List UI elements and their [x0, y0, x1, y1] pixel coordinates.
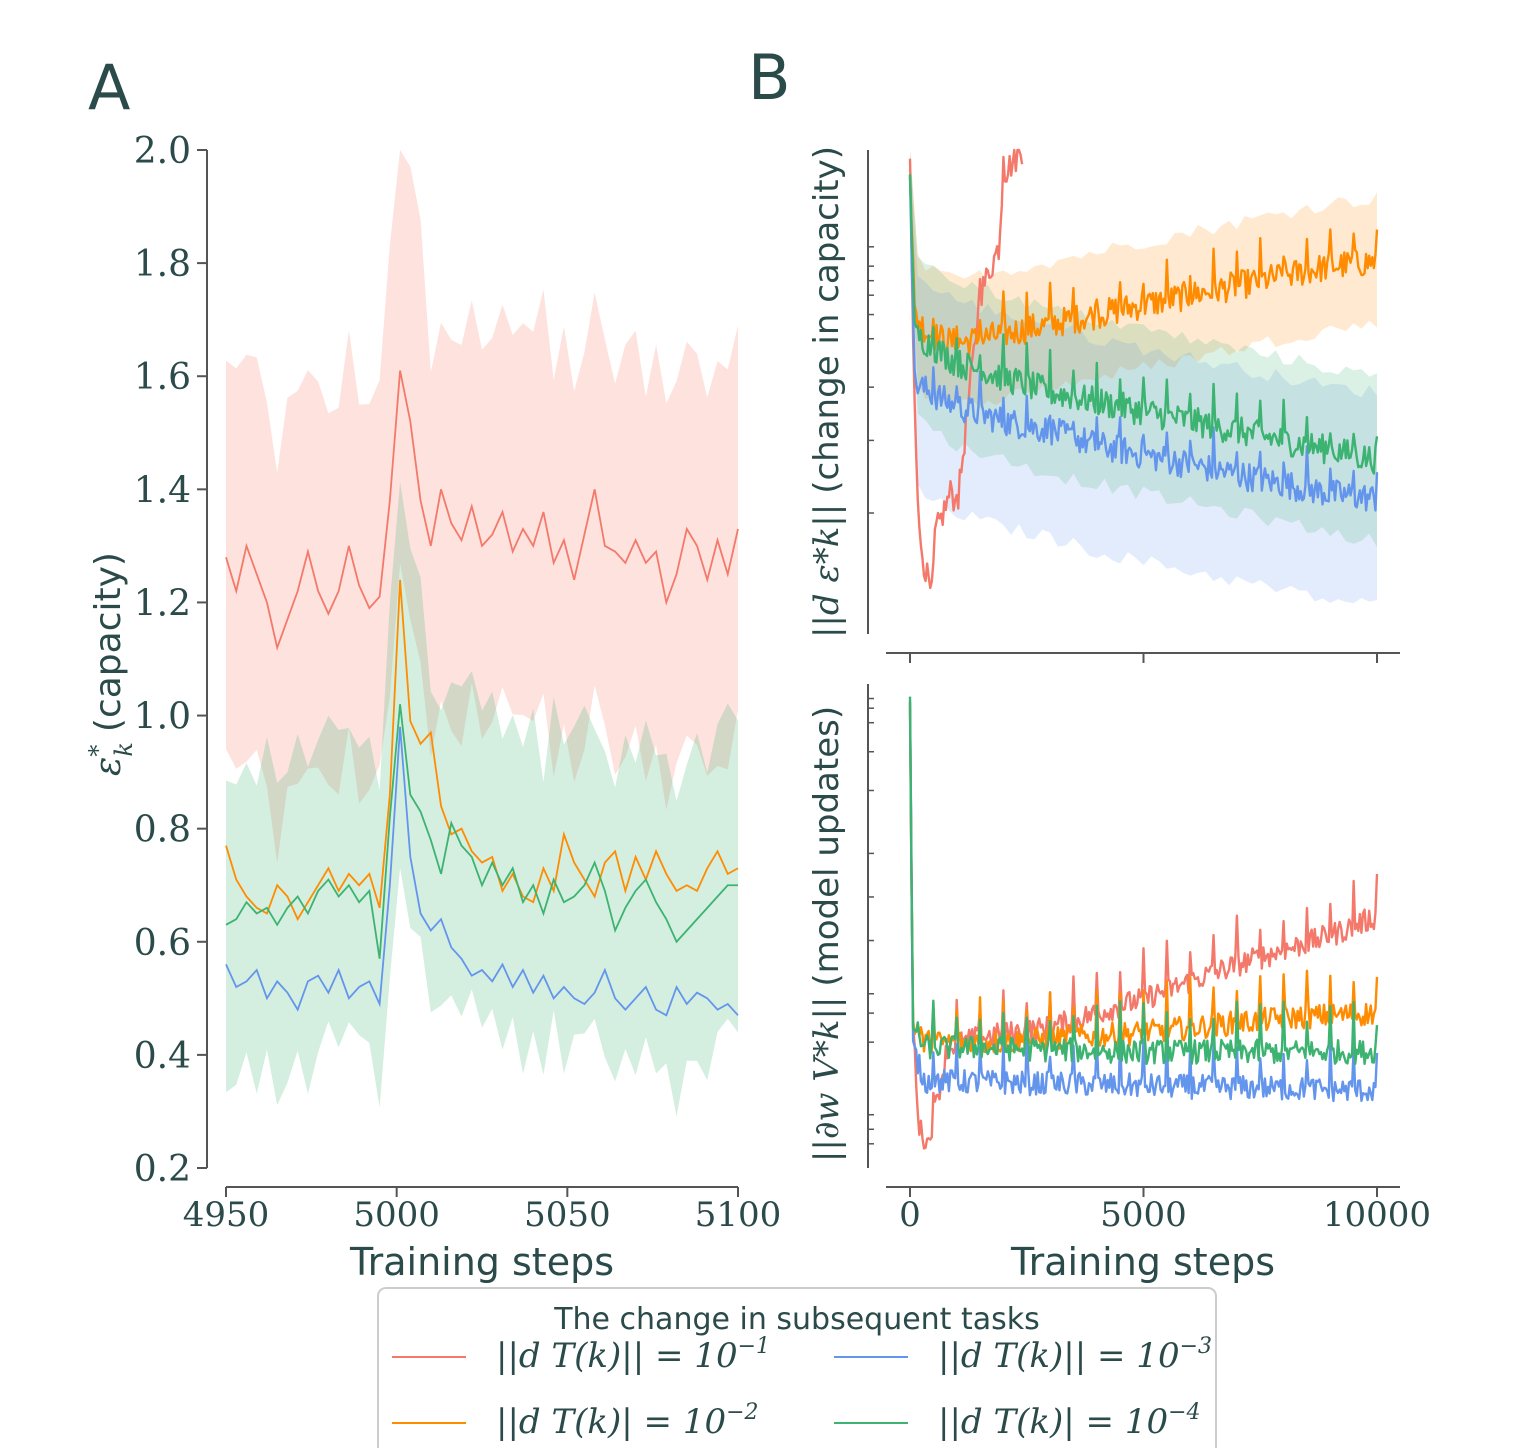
panel-b-x-tick-label: 10000 [1323, 1195, 1431, 1235]
panel-b-bottom-chart: 0 5000 10000 Training steps ||∂w V*k|| (mod… [807, 684, 1431, 1284]
panel-b-x-label: Training steps [1010, 1240, 1275, 1284]
y-label-star: * [84, 745, 112, 757]
panel-a-x-tick-label: 5050 [524, 1195, 611, 1235]
panel-label-a: A [88, 51, 130, 124]
panel-a-lines [225, 370, 739, 1017]
legend: The change in subsequent tasks ||d T(k)|… [377, 1287, 1217, 1448]
legend-label-exponent: −3 [1180, 1334, 1212, 1359]
legend-label-base: ||d T(k)|| = 10 [496, 1336, 738, 1376]
legend-label-orange: ||d T(k)| = 10−2 [496, 1400, 759, 1442]
b-top-y-text: (change in capacity) [807, 146, 847, 494]
panel-label-b: B [748, 41, 791, 114]
legend-frame [377, 1287, 1217, 1448]
panel-a-y-tick-label: 0.6 [134, 923, 191, 964]
panel-a-y-tick-label: 0.8 [134, 810, 191, 851]
legend-label-exponent: −2 [726, 1400, 758, 1425]
panel-a-bands [226, 150, 738, 1117]
panel-b-line-blue [908, 176, 1379, 512]
panel-a-band-green [226, 482, 738, 1117]
legend-label-exponent: −4 [1168, 1400, 1200, 1425]
panel-a-line-red [225, 370, 739, 651]
panel-b-line-orange [908, 709, 1379, 1056]
panel-a-y-tick-label: 1.0 [134, 697, 191, 738]
b-bot-y-math: ||∂w V*k|| [807, 997, 847, 1162]
legend-label-exponent: −1 [738, 1334, 770, 1359]
panel-a-line-blue [225, 726, 739, 1017]
panel-b-bottom-lines [908, 696, 1379, 1150]
y-label-epsilon: ε [88, 757, 129, 776]
panel-a-x-ticks: 4950 5000 5050 5100 [183, 1187, 782, 1235]
panel-a-y-tick-label: 1.6 [134, 357, 191, 398]
panel-a-x-tick-label: 5000 [353, 1195, 440, 1235]
legend-entries: ||d T(k)|| = 10−1 ||d T(k)|| = 10−3||d T(… [392, 1334, 1212, 1442]
panel-a-y-tick-label: 0.4 [134, 1036, 191, 1077]
b-bot-y-text: (model updates) [807, 706, 847, 987]
panel-a-y-ticks: 0.2 0.4 0.6 0.8 1.0 1.2 1.4 1.6 1.8 2.0 [134, 131, 207, 1190]
panel-b-bottom-x-ticks: 0 5000 10000 [899, 1195, 1431, 1235]
panel-b-top-y-label: ||d ε*k|| (change in capacity) [807, 146, 847, 638]
legend-title: The change in subsequent tasks [553, 1302, 1040, 1337]
panel-a-line-orange [225, 579, 739, 922]
panel-b-x-tick-label: 5000 [1100, 1195, 1187, 1235]
legend-label-blue: ||d T(k)|| = 10−3 [938, 1334, 1212, 1376]
svg-text:||d ε*k||(change in capacity): ||d ε*k|| (change in capacity) [807, 146, 847, 638]
legend-label-base: ||d T(k)|| = 10 [938, 1336, 1180, 1376]
panel-a-y-tick-label: 1.4 [134, 470, 191, 511]
panel-a-chart: 0.2 0.4 0.6 0.8 1.0 1.2 1.4 1.6 1.8 2.0 4950 5000 5… [84, 131, 781, 1284]
panel-b-bottom-ticks [868, 697, 1378, 1197]
panel-b-top-ticks [868, 246, 1378, 663]
svg-text:||∂w V*k||(model updates): ||∂w V*k|| (model updates) [807, 706, 847, 1162]
legend-label-green: ||d T(k)| = 10−4 [938, 1400, 1201, 1442]
y-label-k: k [110, 742, 138, 757]
panel-a-y-label: ε*k (capacity) [84, 552, 138, 776]
panel-a-x-tick-label: 5100 [695, 1195, 782, 1235]
panel-a-y-tick-label: 1.2 [134, 583, 191, 624]
panel-a-y-tick-label: 1.8 [134, 244, 191, 285]
panel-b-bottom-y-label: ||∂w V*k|| (model updates) [807, 706, 847, 1162]
panel-b-band-green [910, 150, 1377, 548]
panel-a-x-tick-label: 4950 [183, 1195, 270, 1235]
panel-a-y-tick-label: 0.2 [134, 1149, 191, 1190]
panel-a-y-tick-label: 2.0 [134, 131, 191, 172]
panel-a-band-red [226, 150, 738, 863]
panel-b-top-lines [908, 148, 1379, 590]
panel-b-line-orange [908, 175, 1379, 356]
panel-b-top-chart: ||d ε*k|| (change in capacity) [807, 146, 1400, 663]
b-top-y-math: ||d ε*k|| [807, 504, 847, 638]
panel-b-line-blue [908, 701, 1379, 1103]
legend-label-base: ||d T(k)| = 10 [938, 1402, 1168, 1442]
panel-b-x-tick-label: 0 [899, 1195, 921, 1235]
panel-a-x-label: Training steps [349, 1240, 614, 1284]
panel-b-line-green [908, 696, 1379, 1066]
y-label-capacity: (capacity) [88, 552, 129, 732]
svg-text:ε*k(capacity): ε*k (capacity) [84, 552, 138, 776]
legend-label-base: ||d T(k)| = 10 [496, 1402, 726, 1442]
panel-a-line-green [225, 704, 738, 959]
panel-b-line-red [908, 702, 1379, 1150]
legend-label-red: ||d T(k)|| = 10−1 [496, 1334, 770, 1376]
panel-b-line-green [908, 174, 1379, 475]
